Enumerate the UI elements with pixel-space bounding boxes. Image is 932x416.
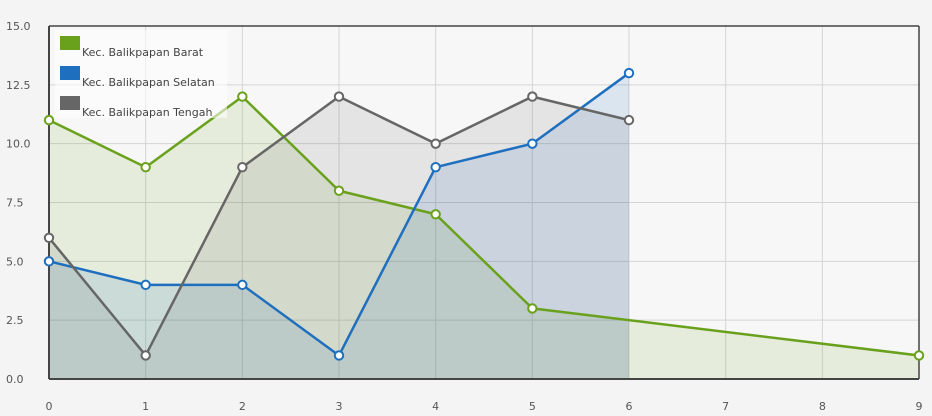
- x-tick-label: 2: [239, 400, 246, 413]
- x-tick-label: 3: [336, 400, 343, 413]
- data-point[interactable]: [43, 232, 55, 244]
- data-point[interactable]: [430, 138, 441, 149]
- y-tick-label: 2.5: [6, 314, 24, 327]
- data-point[interactable]: [527, 91, 538, 102]
- data-point[interactable]: [527, 138, 538, 149]
- y-tick-label: 7.5: [6, 197, 24, 210]
- data-point[interactable]: [140, 162, 151, 173]
- data-point[interactable]: [913, 350, 925, 361]
- data-point[interactable]: [333, 91, 345, 102]
- x-tick-label: 8: [819, 400, 826, 413]
- y-tick-label: 12.5: [6, 79, 31, 92]
- legend-label[interactable]: Kec. Balikpapan Selatan: [82, 76, 215, 89]
- x-tick-label: 5: [529, 400, 536, 413]
- data-point[interactable]: [43, 256, 55, 267]
- data-point[interactable]: [430, 209, 441, 220]
- data-point[interactable]: [237, 162, 248, 173]
- legend-swatch[interactable]: [60, 96, 80, 110]
- legend-swatch[interactable]: [60, 36, 80, 50]
- x-tick-label: 4: [432, 400, 439, 413]
- tick-labels: 0.0 2.5 5.0 7.5 10.0 12.5 15.0 0 1 2 3 4 5 6 7 8 9: [6, 20, 923, 413]
- y-tick-label: 15.0: [6, 20, 31, 33]
- x-tick-label: 9: [916, 400, 923, 413]
- data-point[interactable]: [237, 279, 248, 291]
- x-tick-label: 6: [626, 400, 633, 413]
- data-point[interactable]: [237, 91, 248, 102]
- x-tick-label: 0: [46, 400, 53, 413]
- axes: [48, 25, 920, 380]
- legend-label[interactable]: Kec. Balikpapan Tengah: [82, 106, 212, 119]
- data-point[interactable]: [140, 350, 151, 361]
- x-tick-label: 1: [142, 400, 149, 413]
- data-point[interactable]: [43, 114, 55, 126]
- series-area-0: [49, 96, 919, 379]
- data-point[interactable]: [430, 162, 441, 173]
- y-tick-label: 0.0: [6, 373, 24, 386]
- data-point[interactable]: [623, 67, 635, 79]
- series-area-2: [49, 96, 629, 379]
- y-tick-label: 10.0: [6, 138, 31, 151]
- series-area-1: [49, 73, 629, 380]
- legend[interactable]: Kec. Balikpapan Barat Kec. Balikpapan Sel…: [55, 30, 227, 119]
- y-tick-label: 5.0: [6, 255, 24, 268]
- legend-label[interactable]: Kec. Balikpapan Barat: [82, 46, 204, 59]
- data-point[interactable]: [527, 303, 538, 314]
- data-point[interactable]: [140, 279, 151, 291]
- series-areas: [49, 73, 919, 380]
- data-points: [43, 67, 925, 361]
- data-point[interactable]: [333, 185, 345, 196]
- legend-box: [55, 30, 227, 118]
- data-point[interactable]: [333, 350, 345, 361]
- legend-swatch[interactable]: [60, 66, 80, 80]
- x-tick-label: 7: [722, 400, 729, 413]
- data-point[interactable]: [623, 114, 635, 126]
